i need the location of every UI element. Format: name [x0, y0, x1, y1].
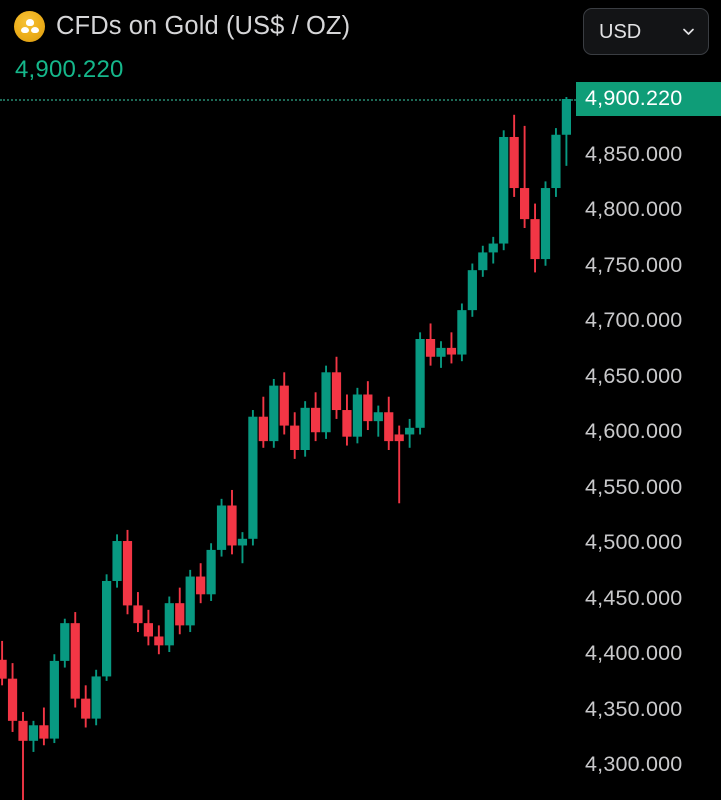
price-axis-tick: 4,350.000 — [585, 696, 683, 721]
candle-body — [164, 603, 174, 646]
candle-wick — [22, 711, 24, 800]
candle-body — [467, 270, 477, 311]
candle-wick — [450, 332, 453, 364]
candle-body — [133, 605, 143, 624]
current-price-line — [0, 99, 576, 101]
candle-body — [269, 385, 279, 442]
candle-body — [81, 698, 91, 719]
candle-body — [70, 623, 80, 699]
price-axis-tick: 4,800.000 — [585, 197, 683, 222]
candle-body — [457, 310, 467, 355]
currency-select[interactable]: USD — [583, 8, 709, 55]
candle-body — [60, 623, 70, 661]
candle-body — [112, 541, 122, 581]
candle-body — [509, 136, 519, 189]
candle-body — [415, 339, 425, 428]
chevron-down-icon — [682, 25, 695, 38]
candle-body — [102, 580, 112, 677]
candle-body — [18, 720, 28, 741]
price-axis-tick: 4,500.000 — [585, 530, 683, 555]
current-price-tag-label: 4,900.220 — [585, 86, 683, 111]
candle-body — [91, 676, 101, 719]
candle-body — [499, 136, 509, 244]
candle-body — [436, 347, 446, 357]
candle-body — [321, 372, 331, 433]
candle-body — [300, 407, 310, 450]
candle-body — [488, 243, 498, 253]
candle-body — [311, 407, 321, 433]
price-axis-tick: 4,600.000 — [585, 419, 683, 444]
price-axis-tick: 4,450.000 — [585, 585, 683, 610]
candle-body — [248, 416, 258, 539]
current-price-tag: 4,900.220 — [576, 82, 721, 116]
candle-body — [185, 576, 195, 626]
candle-body — [530, 219, 540, 260]
candle-body — [227, 505, 237, 546]
candle-body — [143, 623, 153, 637]
candle-body — [206, 549, 216, 595]
price-axis-tick: 4,550.000 — [585, 474, 683, 499]
candle-body — [551, 134, 561, 189]
candle-body — [237, 538, 248, 546]
price-axis-tick: 4,300.000 — [585, 752, 683, 777]
price-axis-tick: 4,700.000 — [585, 308, 683, 333]
candle-body — [196, 576, 206, 595]
candle-body — [425, 339, 436, 357]
candle-body — [520, 188, 530, 220]
candle-body — [331, 372, 342, 411]
chart-canvas[interactable] — [0, 92, 576, 800]
currency-select-value: USD — [599, 20, 642, 43]
candle-body — [561, 99, 571, 135]
candle-body — [446, 347, 457, 355]
candle-body — [373, 412, 383, 422]
candle-body — [216, 505, 227, 550]
candle-body — [0, 659, 7, 679]
candle-wick — [523, 125, 526, 228]
candle-body — [28, 725, 39, 741]
page-title: CFDs on Gold (US$ / OZ) — [56, 11, 351, 40]
candle-body — [122, 541, 133, 606]
symbol-row[interactable]: CFDs on Gold (US$ / OZ) — [14, 11, 350, 42]
chart-header: CFDs on Gold (US$ / OZ) 4,900.220 USD — [0, 0, 721, 92]
candle-body — [39, 725, 49, 739]
candle-body — [290, 425, 300, 450]
candle-body — [49, 660, 59, 739]
last-price-value: 4,900.220 — [15, 56, 124, 83]
price-axis-tick: 4,850.000 — [585, 141, 683, 166]
candle-body — [363, 394, 373, 422]
price-axis-tick: 4,400.000 — [585, 641, 683, 666]
candle-body — [342, 410, 352, 437]
candle-body — [154, 636, 164, 646]
price-axis[interactable]: 4,900.220 4,850.000 4,800.000 4,750.000 4,7… — [576, 82, 721, 800]
candle-body — [540, 188, 551, 260]
candlestick-series — [0, 97, 571, 800]
candle-body — [279, 385, 289, 426]
candle-body — [7, 678, 18, 721]
price-axis-tick: 4,750.000 — [585, 252, 683, 277]
candle-body — [478, 252, 488, 271]
candle-wick — [398, 425, 401, 504]
candle-body — [384, 412, 394, 442]
candle-wick — [241, 532, 244, 564]
candle-body — [394, 434, 404, 442]
gold-bars-icon — [14, 11, 45, 42]
candle-body — [258, 416, 268, 442]
candle-body — [175, 603, 185, 626]
candle-body — [352, 394, 362, 437]
price-axis-tick: 4,650.000 — [585, 363, 683, 388]
candle-body — [405, 427, 415, 435]
